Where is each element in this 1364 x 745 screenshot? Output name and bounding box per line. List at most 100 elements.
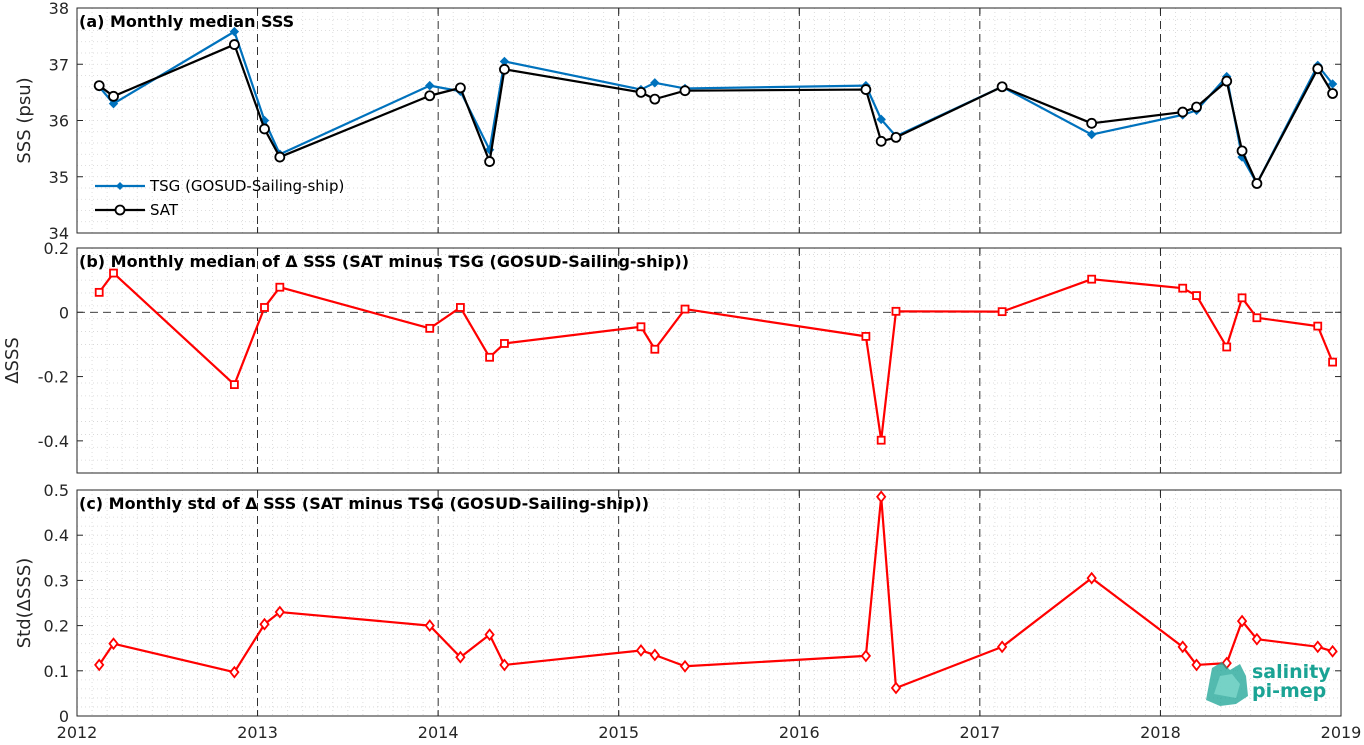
axes-frame bbox=[76, 489, 1342, 717]
logo-text-line2: pi-mep bbox=[1252, 680, 1326, 702]
x-tick-label: 2015 bbox=[598, 723, 639, 742]
data-point bbox=[1236, 614, 1248, 628]
series-0 bbox=[94, 490, 1338, 695]
data-point bbox=[455, 650, 466, 664]
year-lines bbox=[257, 248, 1161, 473]
data-point bbox=[679, 659, 691, 673]
data-point bbox=[1327, 79, 1338, 89]
data-point bbox=[635, 644, 647, 657]
data-point bbox=[424, 619, 435, 633]
panel-b: -0.4 -0.2 0 0.2 ΔSSS (b) Monthly median of Δ … bbox=[2, 239, 1342, 474]
y-tick-label: 35 bbox=[49, 168, 69, 187]
data-point bbox=[425, 80, 435, 91]
data-point bbox=[1191, 658, 1202, 672]
y-tick-label: 0 bbox=[59, 707, 69, 726]
data-point bbox=[109, 268, 118, 278]
x-tick-label: 2019 bbox=[1321, 723, 1362, 742]
legend-marker bbox=[114, 204, 126, 216]
minor-grid bbox=[77, 248, 1341, 474]
data-point bbox=[1327, 644, 1338, 658]
data-point bbox=[876, 435, 886, 445]
data-point bbox=[260, 303, 269, 312]
y-tick-label: 37 bbox=[49, 55, 69, 74]
data-point bbox=[500, 339, 509, 348]
x-tick-label: 2017 bbox=[959, 723, 1000, 742]
data-point bbox=[425, 323, 435, 333]
y-tick-label: 0.2 bbox=[44, 617, 69, 636]
data-point bbox=[636, 322, 646, 332]
data-point bbox=[1237, 293, 1247, 303]
data-point bbox=[499, 658, 510, 672]
data-point bbox=[649, 648, 660, 662]
y-tick-label: 0.3 bbox=[44, 571, 69, 590]
data-point bbox=[108, 90, 119, 102]
data-point bbox=[635, 86, 647, 98]
data-point bbox=[93, 80, 105, 92]
y-tick-label: 36 bbox=[49, 112, 69, 131]
y-tick-label: 0.2 bbox=[44, 239, 69, 258]
y-axis-label: SSS (psu) bbox=[14, 77, 35, 163]
data-point bbox=[649, 93, 661, 105]
data-point bbox=[455, 82, 466, 94]
data-point bbox=[229, 26, 240, 37]
data-point bbox=[108, 98, 119, 109]
data-point bbox=[1192, 291, 1201, 300]
data-point bbox=[456, 303, 465, 312]
data-point bbox=[274, 605, 285, 619]
year-lines bbox=[257, 8, 1161, 233]
data-point bbox=[860, 84, 872, 95]
data-point bbox=[997, 307, 1007, 317]
data-point bbox=[108, 637, 119, 651]
panel-title: (a) Monthly median SSS bbox=[79, 12, 294, 31]
logo-mark-inner bbox=[1214, 674, 1240, 698]
data-point bbox=[876, 114, 886, 125]
x-tick-label: 2018 bbox=[1140, 723, 1181, 742]
data-point bbox=[680, 304, 690, 314]
panel-c: 0 0.1 0.2 0.3 0.4 0.5 2012 2013 2014 2015 2016 2017… bbox=[14, 481, 1361, 742]
data-point bbox=[1177, 106, 1189, 118]
data-point bbox=[229, 380, 239, 390]
data-point bbox=[1222, 342, 1232, 352]
data-point bbox=[1086, 571, 1097, 585]
data-point bbox=[1328, 357, 1337, 367]
data-point bbox=[1177, 640, 1188, 654]
data-point bbox=[1086, 117, 1098, 129]
data-point bbox=[996, 81, 1008, 93]
data-point bbox=[1236, 145, 1248, 157]
y-tick-label: 38 bbox=[49, 0, 69, 18]
data-point bbox=[1251, 632, 1263, 646]
data-point bbox=[275, 282, 285, 292]
y-tick-label: 0.4 bbox=[44, 526, 69, 545]
data-point bbox=[484, 156, 495, 167]
panel-title: (c) Monthly std of Δ SSS (SAT minus TSG … bbox=[79, 494, 649, 513]
data-point bbox=[876, 490, 887, 504]
data-point bbox=[1178, 283, 1188, 293]
data-point bbox=[274, 151, 286, 163]
data-point bbox=[1087, 274, 1097, 284]
data-point bbox=[229, 665, 240, 679]
legend-entry: TSG (GOSUD-Sailing-ship) bbox=[149, 177, 344, 195]
data-point bbox=[259, 617, 270, 631]
data-point bbox=[861, 331, 871, 341]
y-tick-label: -0.4 bbox=[38, 432, 69, 451]
y-tick-label: 0.1 bbox=[44, 662, 69, 681]
panel-a: 34 35 36 37 38 SSS (psu) (a) Monthly median SS… bbox=[14, 0, 1342, 243]
data-point bbox=[499, 63, 510, 75]
data-point bbox=[94, 658, 105, 672]
data-point bbox=[1312, 63, 1324, 75]
legend-entry: SAT bbox=[150, 201, 179, 219]
y-tick-label: 0.5 bbox=[44, 481, 69, 500]
data-point bbox=[650, 344, 660, 354]
data-point bbox=[860, 649, 872, 663]
data-point bbox=[679, 85, 691, 97]
data-point bbox=[94, 287, 104, 297]
data-point bbox=[890, 131, 902, 143]
panel-title: (b) Monthly median of Δ SSS (SAT minus T… bbox=[79, 252, 689, 271]
data-point bbox=[228, 39, 240, 50]
data-point bbox=[485, 352, 494, 362]
y-axis-label: Std(ΔSSS) bbox=[14, 558, 35, 649]
series-0 bbox=[94, 268, 1337, 445]
x-tick-label: 2012 bbox=[57, 723, 98, 742]
x-tick-label: 2014 bbox=[418, 723, 459, 742]
